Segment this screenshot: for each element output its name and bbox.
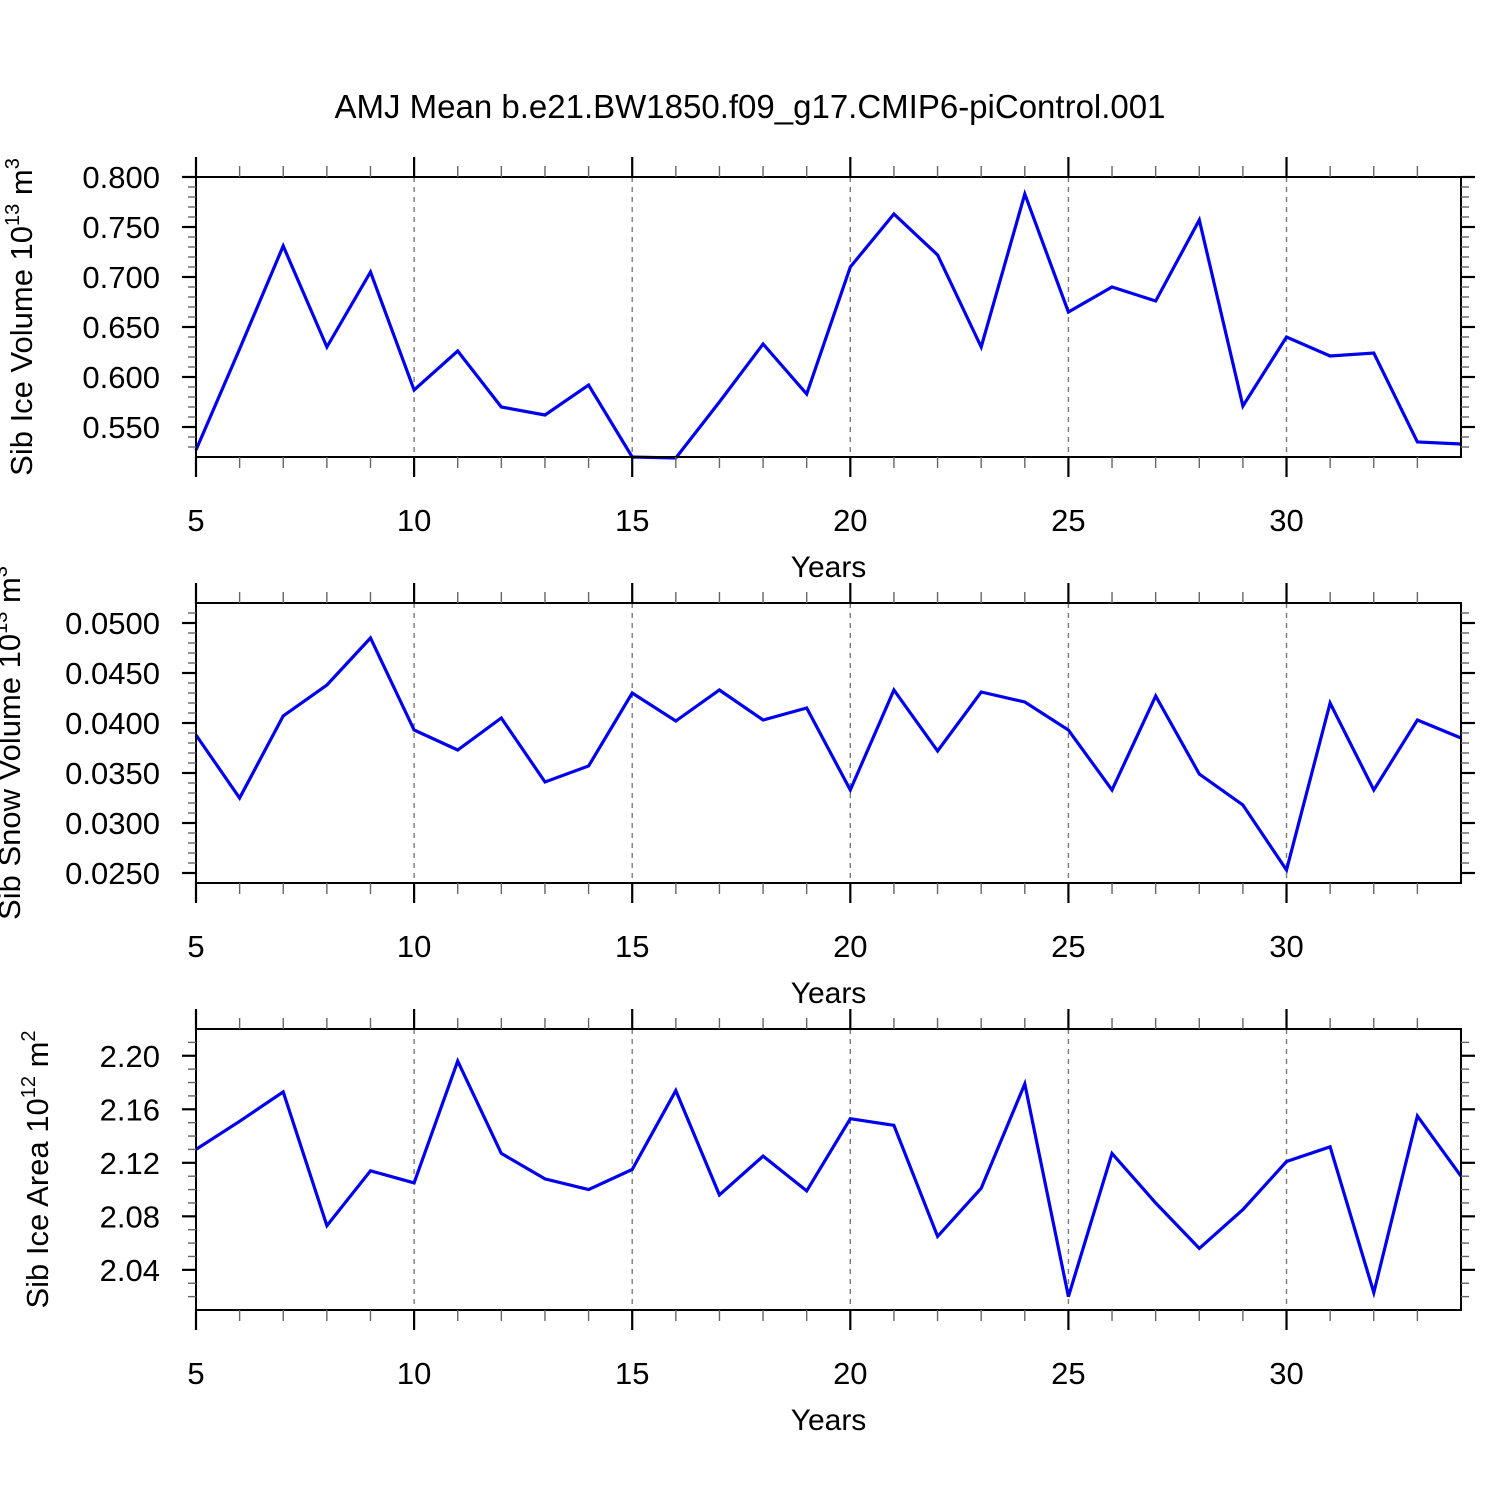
sib-ice-volume-line xyxy=(194,188,1462,460)
panel-sib-ice-volume: 0.550 0.600 0.650 0.700 0.750 0.800 5 10 15 20 25 3… xyxy=(2,157,1475,584)
sib-snow-volume-y-axis-title: Sib Snow Volume 1013 m3 xyxy=(0,566,27,920)
sib-ice-area-line xyxy=(195,1056,1463,1299)
sib-snow-volume-y-tick-label: 0.0350 xyxy=(65,756,160,791)
sib-ice-area-x-tick-labels: 5 10 15 20 25 30 xyxy=(187,1356,1303,1391)
sib-ice-area-y-tick-label: 2.04 xyxy=(100,1253,160,1288)
sib-ice-volume-x-tick-label: 10 xyxy=(397,503,431,538)
sib-ice-volume-y-tick-label: 0.700 xyxy=(82,260,160,295)
sib-snow-volume-x-tick-label: 5 xyxy=(187,929,204,964)
sib-ice-area-y-tick-label: 2.20 xyxy=(100,1039,160,1074)
sib-ice-volume-x-tick-label: 30 xyxy=(1269,503,1303,538)
sib-ice-area-x-tick-label: 25 xyxy=(1051,1356,1085,1391)
sib-ice-area-y-tick-labels: 2.04 2.08 2.12 2.16 2.20 xyxy=(100,1039,160,1288)
sib-ice-area-x-tick-label: 5 xyxy=(187,1356,204,1391)
sib-ice-area-y-axis-title: Sib Ice Area 1012 m2 xyxy=(18,1030,55,1308)
sib-ice-volume-y-axis-title: Sib Ice Volume 1013 m3 xyxy=(2,158,39,476)
sib-ice-area-x-axis-title: Years xyxy=(791,1404,867,1437)
sib-snow-volume-y-tick-label: 0.0400 xyxy=(65,706,160,741)
sib-snow-volume-x-tick-label: 25 xyxy=(1051,929,1085,964)
sib-ice-volume-x-tick-label: 15 xyxy=(615,503,649,538)
sib-ice-area-x-tick-label: 30 xyxy=(1269,1356,1303,1391)
sib-snow-volume-frame xyxy=(195,602,1462,884)
sib-ice-volume-x-tick-label: 20 xyxy=(833,503,867,538)
sib-ice-volume-gridlines xyxy=(413,177,1288,457)
sib-snow-volume-y-tick-label: 0.0500 xyxy=(65,606,160,641)
sib-snow-volume-x-tick-label: 30 xyxy=(1269,929,1303,964)
sib-ice-volume-x-tick-label: 5 xyxy=(187,503,204,538)
sib-ice-area-y-tick-label: 2.12 xyxy=(100,1146,160,1181)
sib-ice-area-frame xyxy=(195,1028,1462,1311)
sib-snow-volume-y-tick-label: 0.0250 xyxy=(65,856,160,891)
sib-ice-volume-y-tick-labels: 0.550 0.600 0.650 0.700 0.750 0.800 xyxy=(82,160,160,445)
sib-ice-volume-y-ticks xyxy=(182,175,1475,448)
sib-ice-area-x-ticks xyxy=(194,1009,1419,1330)
sib-snow-volume-x-tick-label: 15 xyxy=(615,929,649,964)
sib-ice-volume-y-tick-label: 0.550 xyxy=(82,410,160,445)
sib-ice-area-y-tick-label: 2.08 xyxy=(100,1199,160,1234)
sib-ice-area-gridlines xyxy=(413,1029,1288,1310)
sib-ice-area-y-tick-label: 2.16 xyxy=(100,1092,160,1127)
sib-snow-volume-x-tick-labels: 5 10 15 20 25 30 xyxy=(187,929,1303,964)
sib-snow-volume-x-axis-title: Years xyxy=(791,977,867,1010)
sib-ice-volume-x-tick-labels: 5 10 15 20 25 30 xyxy=(187,503,1303,538)
sib-ice-area-x-tick-label: 20 xyxy=(833,1356,867,1391)
page-title: AMJ Mean b.e21.BW1850.f09_g17.CMIP6-piCo… xyxy=(334,88,1166,125)
sib-ice-volume-y-tick-label: 0.750 xyxy=(82,210,160,245)
sib-snow-volume-line xyxy=(194,635,1462,874)
sib-snow-volume-y-tick-label: 0.0450 xyxy=(65,656,160,691)
sib-snow-volume-x-tick-label: 20 xyxy=(833,929,867,964)
sib-ice-volume-y-tick-label: 0.800 xyxy=(82,160,160,195)
sib-ice-area-x-tick-label: 10 xyxy=(397,1356,431,1391)
sib-snow-volume-y-ticks xyxy=(182,612,1475,875)
panel-sib-ice-area: 2.04 2.08 2.12 2.16 2.20 5 10 15 20 25 30 Years Sib … xyxy=(18,1009,1475,1437)
sib-ice-volume-y-tick-label: 0.650 xyxy=(82,310,160,345)
sib-snow-volume-gridlines xyxy=(413,603,1288,883)
sib-snow-volume-y-tick-labels: 0.0250 0.0300 0.0350 0.0400 0.0450 0.0500 xyxy=(65,606,160,891)
sib-ice-volume-y-tick-label: 0.600 xyxy=(82,360,160,395)
sib-ice-area-x-tick-label: 15 xyxy=(615,1356,649,1391)
sib-snow-volume-x-tick-label: 10 xyxy=(397,929,431,964)
sib-ice-volume-x-tick-label: 25 xyxy=(1051,503,1085,538)
sib-ice-area-y-ticks xyxy=(182,1041,1475,1298)
panel-sib-snow-volume: 0.0250 0.0300 0.0350 0.0400 0.0450 0.0500 5 10 1… xyxy=(0,566,1475,1010)
sib-snow-volume-y-tick-label: 0.0300 xyxy=(65,806,160,841)
sib-ice-volume-x-axis-title: Years xyxy=(791,551,867,584)
sib-ice-volume-x-ticks xyxy=(194,157,1419,477)
sib-snow-volume-x-ticks xyxy=(194,583,1419,903)
